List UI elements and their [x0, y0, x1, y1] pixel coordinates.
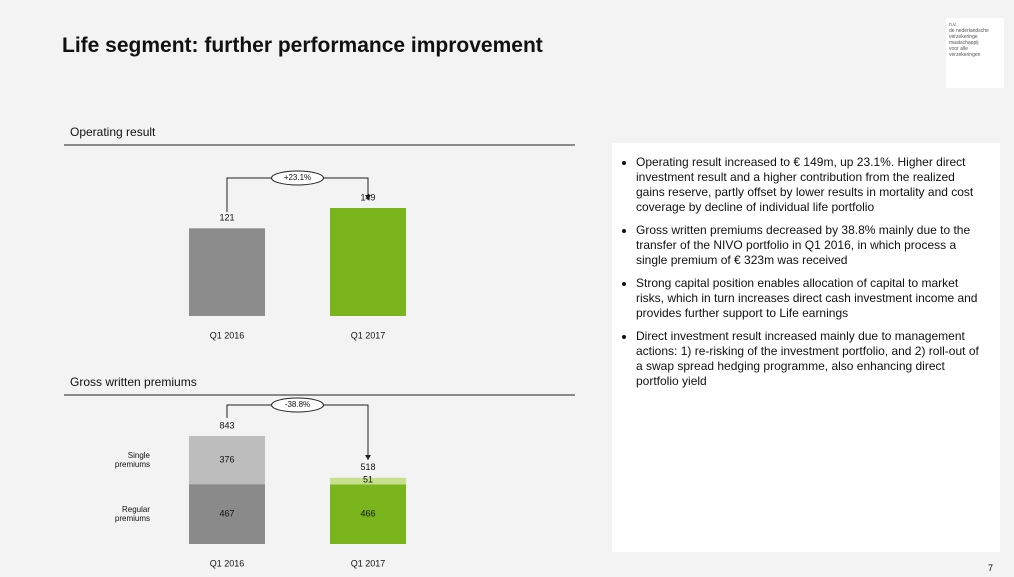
segment-label: 51	[363, 474, 373, 484]
slide-title: Life segment: further performance improv…	[62, 34, 543, 57]
annotation-arrow	[365, 455, 371, 460]
bar	[330, 208, 406, 316]
bar-segment	[330, 477, 406, 485]
chart-title: Gross written premiums	[70, 375, 197, 389]
total-label: 843	[219, 420, 234, 430]
segment-label: 466	[360, 509, 375, 519]
chart-title: Operating result	[70, 125, 156, 139]
series-name: Single premiums	[114, 451, 150, 470]
series-name: Regular premiums	[114, 505, 150, 524]
bullet: Operating result increased to € 149m, up…	[636, 155, 982, 215]
bullet: Gross written premiums decreased by 38.8…	[636, 223, 982, 268]
logo-line: de nederlandsche	[949, 28, 989, 34]
category-label: Q1 2017	[351, 558, 386, 568]
annotation-arrow	[365, 195, 371, 200]
logo-line: verzekeringe	[949, 34, 978, 40]
category-label: Q1 2017	[351, 330, 386, 340]
bar-segment	[189, 436, 265, 485]
annotation: -38.8%	[285, 400, 310, 409]
bullet: Direct investment result increased mainl…	[636, 329, 982, 389]
annotation: +23.1%	[284, 173, 311, 182]
logo-line: voor alle	[949, 46, 968, 52]
bullet-panel: Operating result increased to € 149m, up…	[612, 143, 1000, 552]
total-label: 518	[360, 462, 375, 472]
logo-line: verzekeringen	[949, 52, 981, 58]
bar	[189, 228, 265, 316]
logo-line: maatschappij	[949, 40, 979, 46]
logo: n.v. de nederlandsche verzekeringe maatscha…	[946, 18, 1004, 88]
category-label: Q1 2016	[210, 558, 245, 568]
value-label: 149	[360, 192, 375, 202]
page-number: 7	[988, 563, 994, 573]
value-label: 121	[219, 213, 234, 223]
bar-segment	[189, 484, 265, 544]
logo-line: n.v.	[949, 22, 957, 28]
bar-segment	[330, 484, 406, 544]
annotation-ellipse	[271, 170, 324, 186]
segment-label: 376	[219, 454, 234, 464]
bullet: Strong capital position enables allocati…	[636, 276, 982, 321]
category-label: Q1 2016	[210, 330, 245, 340]
annotation-ellipse	[271, 397, 324, 413]
bullet-list: Operating result increased to € 149m, up…	[622, 155, 982, 389]
segment-label: 467	[219, 508, 234, 518]
